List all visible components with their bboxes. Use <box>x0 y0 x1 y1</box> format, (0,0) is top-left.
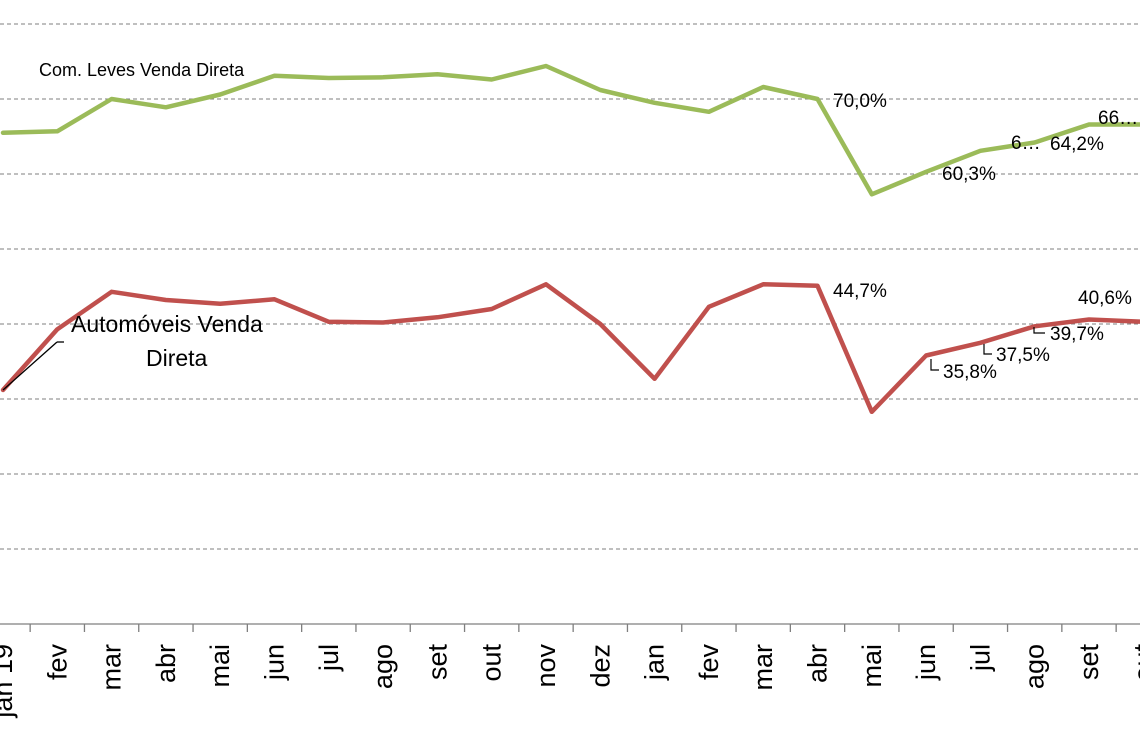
x-tick-label: jul <box>314 644 344 672</box>
series-label-com-leves: Com. Leves Venda Direta <box>39 60 245 80</box>
data-label: 44,7% <box>833 281 887 302</box>
x-tick-label: fev <box>42 644 72 681</box>
data-label: 35,8% <box>943 362 997 383</box>
data-label: 39,7% <box>1050 324 1104 345</box>
data-label: 60,3% <box>942 164 996 185</box>
data-labels: 70,0% 60,3% 6… 64,2% 66… 44,7% 35,8%37,5%39,7%… <box>833 91 1138 383</box>
x-tick-label: dez <box>585 644 615 688</box>
data-label: 37,5% <box>996 345 1050 366</box>
x-tick-label: ago <box>1020 644 1050 689</box>
x-tick-label: fev <box>694 644 724 681</box>
x-axis: jan 19 fev mar abr mai jun jul ago set out nov dez j… <box>0 623 1140 719</box>
series-lines <box>0 63 1140 415</box>
data-label: 70,0% <box>833 91 887 112</box>
x-tick-label: nov <box>531 644 561 688</box>
x-tick-label: mai <box>857 644 887 688</box>
data-label-leader <box>983 344 992 355</box>
data-label-leader <box>930 359 939 371</box>
x-tick-label: set <box>422 644 452 681</box>
x-tick-label: jun <box>260 644 290 681</box>
series-line-com-leves <box>0 63 1140 197</box>
x-tick-label: mar <box>97 644 127 691</box>
x-tick-label: jul <box>965 644 995 672</box>
series-label-leader-automoveis <box>2 341 58 391</box>
x-tick-label: mai <box>205 644 235 688</box>
x-tick-label: jan <box>640 644 670 681</box>
data-label: 64,2% <box>1050 134 1104 155</box>
x-tick-label: ago <box>368 644 398 689</box>
gridlines <box>0 23 1140 550</box>
data-label: 40,6% <box>1078 288 1132 309</box>
x-tick-label: jan 19 <box>0 644 18 719</box>
x-tick-label: out <box>477 644 507 682</box>
x-tick-label: mar <box>748 644 778 691</box>
x-tick-label: out <box>1128 644 1140 682</box>
x-tick-label: set <box>1074 644 1104 681</box>
series-label-automoveis-line2: Direta <box>146 345 208 371</box>
data-label-leader <box>1033 327 1045 334</box>
data-label: 66… <box>1098 108 1138 129</box>
x-tick-label: jun <box>911 644 941 681</box>
x-tick-label: abr <box>803 644 833 683</box>
series-label-automoveis-line1: Automóveis Venda <box>71 311 263 337</box>
series-line-automoveis <box>0 282 1140 415</box>
data-label: 6… <box>1011 133 1041 154</box>
x-tick-label: abr <box>151 644 181 683</box>
